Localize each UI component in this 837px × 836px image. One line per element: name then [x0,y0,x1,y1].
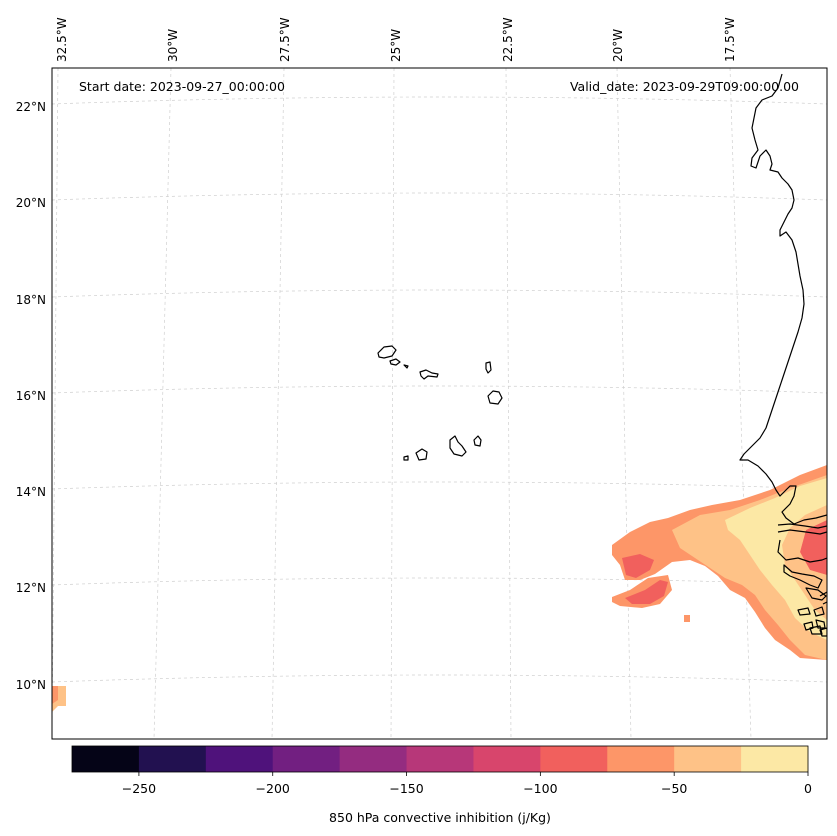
lon-label: 17.5°W [723,17,737,62]
boa-vista-island [487,390,503,405]
colorbar-segment [205,746,274,772]
lon-label: 30°W [166,29,180,62]
santiago-island [449,435,467,457]
contour-orange-region [684,615,690,622]
colorbar-segment [72,746,140,772]
colorbar-ticks: −250 −200 −150 −100 −50 0 [122,772,812,796]
map-frame [51,67,828,740]
colorbar-tick-label: −100 [523,781,557,796]
longitude-labels: 32.5°W 30°W 27.5°W 25°W 22.5°W 20°W 17.5… [55,17,737,62]
sal-island [485,361,492,374]
colorbar-tick-label: −250 [122,781,156,796]
coast-east-segment [819,591,827,605]
lat-label: 20°N [16,196,46,210]
colorbar: −250 −200 −150 −100 −50 0 850 hPa convec… [71,745,812,825]
map-area [52,68,827,739]
bissagos-islands [797,606,827,637]
colorbar-tick-label: −150 [389,781,423,796]
colorbar-tick-label: −200 [256,781,290,796]
lon-label: 27.5°W [278,17,292,62]
lon-label: 25°W [389,29,403,62]
lon-label: 22.5°W [501,17,515,62]
colorbar-tick-label: −50 [661,781,687,796]
colorbar-segment [741,746,809,772]
lat-label: 14°N [16,485,46,499]
maio-island [473,435,482,447]
gambia-coastline [777,523,827,535]
cin-filled-contours [52,465,827,739]
santa-luzia-island [403,364,409,369]
lat-label: 18°N [16,293,46,307]
colorbar-segment [473,746,541,772]
contour-orange-region [52,686,58,704]
colorbar-segment [138,746,207,772]
lat-label: 22°N [16,100,46,114]
contour-red-region [622,554,654,578]
valid-date-text: Valid_date: 2023-09-29T09:00:00.00 [570,79,799,94]
sao-nicolau-island [419,369,439,380]
coastlines [377,73,827,637]
colorbar-segments [72,746,809,772]
gridlines [52,68,827,739]
brava-island [403,455,409,461]
colorbar-segment [406,746,474,772]
lon-label: 20°W [611,29,625,62]
contour-red-region [625,580,668,604]
colorbar-frame [71,745,809,773]
lat-label: 12°N [16,581,46,595]
fogo-island [415,448,428,461]
lat-label: 10°N [16,678,46,692]
colorbar-segment [339,746,408,772]
contour-very-light-region [725,478,827,640]
santo-antao-island [377,345,397,359]
colorbar-tick-label: 0 [804,781,812,796]
colorbar-segment [272,746,341,772]
colorbar-segment [674,746,742,772]
sao-vicente-island [389,358,401,366]
start-date-text: Start date: 2023-09-27_00:00:00 [79,79,285,94]
colorbar-label: 850 hPa convective inhibition (j/Kg) [329,810,551,825]
lat-label: 16°N [16,389,46,403]
colorbar-segment [540,746,608,772]
africa-coastline [739,73,827,525]
guinea-bissau-coastline [777,539,827,601]
colorbar-segment [607,746,675,772]
latitude-labels: 22°N 20°N 18°N 16°N 14°N 12°N 10°N [16,100,46,692]
lon-label: 32.5°W [55,17,69,62]
